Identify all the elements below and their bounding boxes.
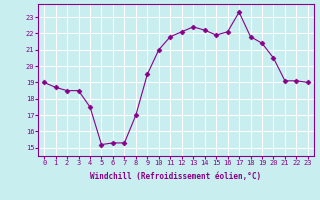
X-axis label: Windchill (Refroidissement éolien,°C): Windchill (Refroidissement éolien,°C) (91, 172, 261, 181)
